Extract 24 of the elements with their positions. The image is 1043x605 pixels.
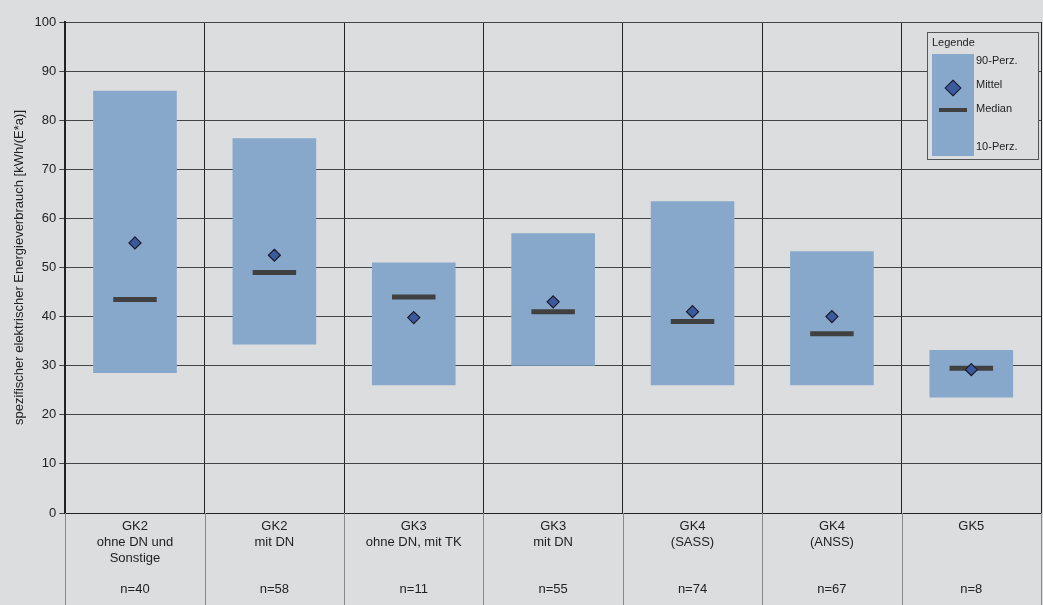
y-tick-label: 10 bbox=[41, 455, 57, 471]
y-tick-label: 70 bbox=[41, 160, 57, 176]
category-label: GK2 mit DN n=58 bbox=[254, 518, 295, 596]
annotation: 90-Perz. bbox=[976, 54, 1018, 66]
category-label: GK4 (SASS) n=74 bbox=[670, 518, 715, 596]
y-tick-label: 60 bbox=[41, 209, 57, 225]
category-label: GK3 ohne DN, mit TK n=11 bbox=[365, 518, 462, 596]
category-label: GK5 n=8 bbox=[958, 518, 985, 596]
y-axis-title: spezifischer elektrischer Energieverbrauch [kWh/(E*a)] bbox=[11, 109, 27, 426]
annotation: Mittel bbox=[976, 78, 1003, 90]
y-tick-label: 40 bbox=[41, 308, 57, 324]
category-label: GK4 (ANSS) n=67 bbox=[809, 518, 854, 596]
y-tick-label: 30 bbox=[41, 357, 57, 373]
legend-title: Legende bbox=[932, 36, 976, 48]
category-label: GK3 mit DN n=55 bbox=[533, 518, 573, 596]
annotation: Median bbox=[976, 102, 1013, 114]
annotation: 10-Perz. bbox=[976, 140, 1018, 152]
y-tick-label: 90 bbox=[41, 62, 57, 78]
y-tick-label: 50 bbox=[41, 259, 57, 275]
y-tick-label: 0 bbox=[49, 504, 57, 520]
y-tick-label: 80 bbox=[41, 111, 57, 127]
y-tick-label: 100 bbox=[34, 13, 57, 29]
y-tick-label: 20 bbox=[41, 406, 57, 422]
category-label: GK2 ohne DN und Sonstige n=40 bbox=[96, 518, 174, 596]
